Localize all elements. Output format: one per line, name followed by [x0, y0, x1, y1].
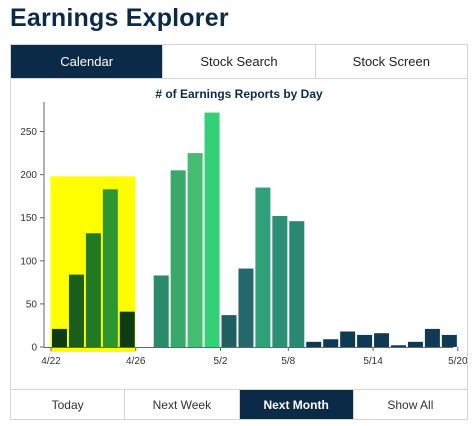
bar[interactable]	[204, 112, 220, 347]
bar[interactable]	[255, 187, 271, 347]
bar[interactable]	[357, 334, 373, 347]
bar[interactable]	[323, 339, 339, 347]
bar[interactable]	[407, 341, 423, 347]
earnings-panel: Calendar Stock Search Stock Screen 0 50 10…	[10, 44, 468, 420]
bar[interactable]	[391, 345, 406, 347]
bar[interactable]	[102, 189, 118, 347]
range-next-month-button[interactable]: Next Month	[238, 390, 353, 419]
bar[interactable]	[306, 341, 322, 347]
tab-calendar[interactable]: Calendar	[11, 45, 163, 78]
earnings-chart-svg: 0 50 100 150 200 250 4/22 4/26 5/2 5/8 5/14 5/20 # o…	[20, 87, 467, 367]
x-tick-label: 4/22	[41, 356, 61, 367]
range-selector: Today Next Week Next Month Show All	[11, 389, 467, 419]
bar[interactable]	[85, 233, 101, 347]
bar[interactable]	[68, 274, 84, 347]
y-tick-label: 250	[20, 127, 37, 138]
bar[interactable]	[170, 170, 186, 347]
y-tick-label: 100	[20, 256, 37, 267]
bar[interactable]	[289, 221, 305, 347]
bar[interactable]	[340, 331, 356, 347]
tab-stock-screen[interactable]: Stock Screen	[314, 45, 467, 78]
x-tick-label: 5/2	[214, 356, 228, 367]
range-next-week-button[interactable]: Next Week	[124, 390, 239, 419]
bar[interactable]	[119, 311, 135, 347]
bar[interactable]	[272, 216, 288, 347]
y-tick-label: 0	[31, 343, 37, 354]
bar[interactable]	[441, 334, 457, 347]
bar[interactable]	[153, 275, 169, 347]
bar[interactable]	[424, 328, 440, 347]
tab-bar: Calendar Stock Search Stock Screen	[11, 45, 467, 79]
earnings-chart: 0 50 100 150 200 250 4/22 4/26 5/2 5/8 5/14 5/20 # o…	[11, 80, 467, 386]
x-tick-label: 5/20	[448, 356, 467, 367]
x-tick-label: 4/26	[126, 356, 146, 367]
y-tick-label: 150	[20, 213, 37, 224]
y-tick-label: 50	[26, 299, 38, 310]
y-tick-label: 200	[20, 170, 37, 181]
bar[interactable]	[374, 333, 390, 347]
chart-title: # of Earnings Reports by Day	[155, 87, 323, 101]
bar[interactable]	[238, 268, 254, 347]
range-show-all-button[interactable]: Show All	[352, 390, 467, 419]
tab-stock-search[interactable]: Stock Search	[162, 45, 315, 78]
bar[interactable]	[52, 328, 67, 347]
bar[interactable]	[221, 315, 237, 347]
x-tick-label: 5/8	[281, 356, 295, 367]
bar[interactable]	[187, 153, 203, 347]
range-today-button[interactable]: Today	[11, 390, 125, 419]
app-title: Earnings Explorer	[10, 4, 229, 32]
x-tick-label: 5/14	[363, 356, 383, 367]
